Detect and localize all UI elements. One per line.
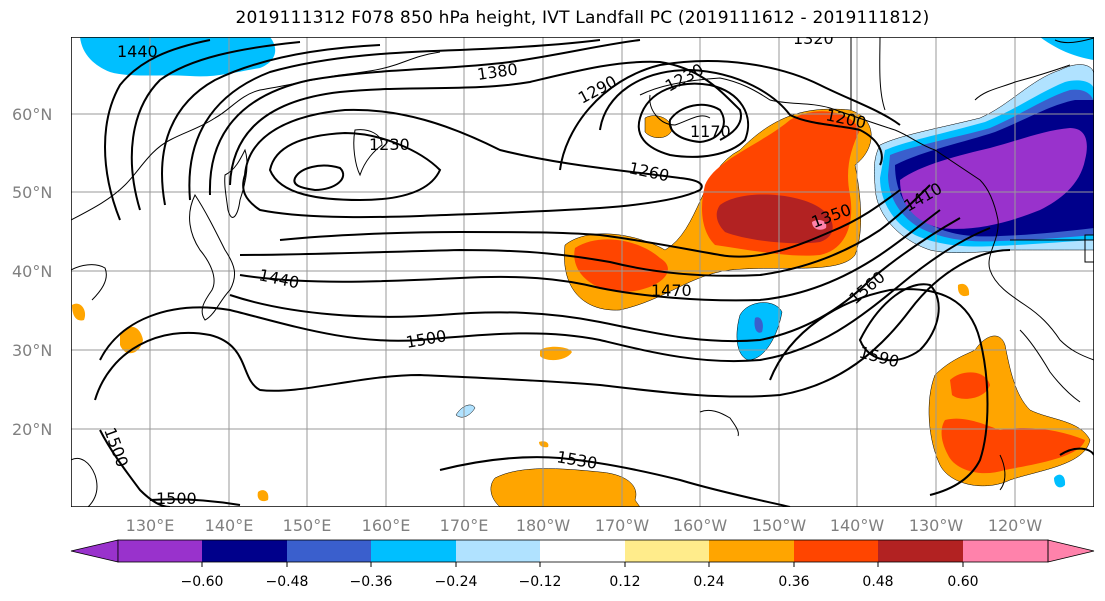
lat-label-60n: 60°N: [12, 105, 52, 124]
colorbar-tick-label: −0.24: [435, 574, 478, 590]
colorbar-segment: [540, 540, 625, 562]
lon-label: 140°W: [830, 516, 885, 535]
colorbar-extend-min: [70, 539, 119, 563]
colorbar-tick-label: 0.60: [947, 574, 978, 590]
map-panel: 1440 1380 1290 1230 1320 1230 1170 1200 …: [71, 29, 1094, 508]
colorbar-tick-label: −0.48: [266, 574, 309, 590]
lon-label: 130°E: [126, 516, 175, 535]
lon-label: 130°W: [909, 516, 964, 535]
lon-label: 170°E: [440, 516, 489, 535]
colorbar-tick-label: −0.36: [350, 574, 393, 590]
contour-label: 1470: [651, 281, 692, 300]
colorbar-extend-max: [1047, 539, 1095, 563]
colorbar-ticks: −0.60 −0.48 −0.36 −0.24 −0.12 0.12 0.24 …: [181, 574, 979, 590]
lon-label: 120°W: [988, 516, 1043, 535]
contour-label: 1440: [117, 42, 158, 61]
colorbar-segment: [118, 540, 202, 562]
lon-label: 170°W: [595, 516, 650, 535]
colorbar-segment: [371, 540, 456, 562]
colorbar: [70, 539, 1095, 567]
colorbar-tick-label: 0.12: [609, 574, 640, 590]
height-contours: [94, 39, 1094, 507]
lat-label-50n: 50°N: [12, 183, 52, 202]
longitude-labels: 130°E 140°E 150°E 160°E 170°E 180°W 170°…: [126, 516, 1043, 535]
lat-label-30n: 30°N: [12, 341, 52, 360]
colorbar-tick-label: 0.24: [693, 574, 724, 590]
map-title: 2019111312 F078 850 hPa height, IVT Land…: [235, 8, 930, 28]
lon-label: 150°E: [283, 516, 332, 535]
colorbar-segment: [794, 540, 878, 562]
colorbar-segment: [202, 540, 287, 562]
colorbar-segment: [709, 540, 794, 562]
graticule: [71, 37, 1094, 507]
colorbar-tick-label: −0.12: [519, 574, 562, 590]
ivt-positive-shading: [72, 108, 1091, 507]
colorbar-tick-label: 0.36: [778, 574, 809, 590]
lon-label: 160°E: [362, 516, 411, 535]
colorbar-segment: [287, 540, 371, 562]
colorbar-segment: [963, 540, 1048, 562]
latitude-labels: 60°N 50°N 40°N 30°N 20°N: [12, 105, 52, 439]
contour-label: 1320: [793, 29, 834, 48]
lon-label: 180°W: [516, 516, 571, 535]
contour-label: 1230: [369, 135, 410, 154]
lon-label: 150°W: [752, 516, 807, 535]
lon-label: 160°W: [673, 516, 728, 535]
contour-label: 1170: [690, 122, 731, 141]
coastlines: [71, 37, 1094, 507]
contour-label: 1500: [156, 489, 197, 508]
colorbar-segment: [878, 540, 963, 562]
lon-label: 140°E: [205, 516, 254, 535]
colorbar-segment: [456, 540, 540, 562]
colorbar-tick-label: 0.48: [862, 574, 893, 590]
colorbar-outline: [117, 539, 1049, 563]
lat-label-20n: 20°N: [12, 420, 52, 439]
lat-label-40n: 40°N: [12, 262, 52, 281]
ivt-negative-shading: [80, 37, 1094, 488]
colorbar-tick-label: −0.60: [181, 574, 224, 590]
colorbar-segment: [625, 540, 709, 562]
